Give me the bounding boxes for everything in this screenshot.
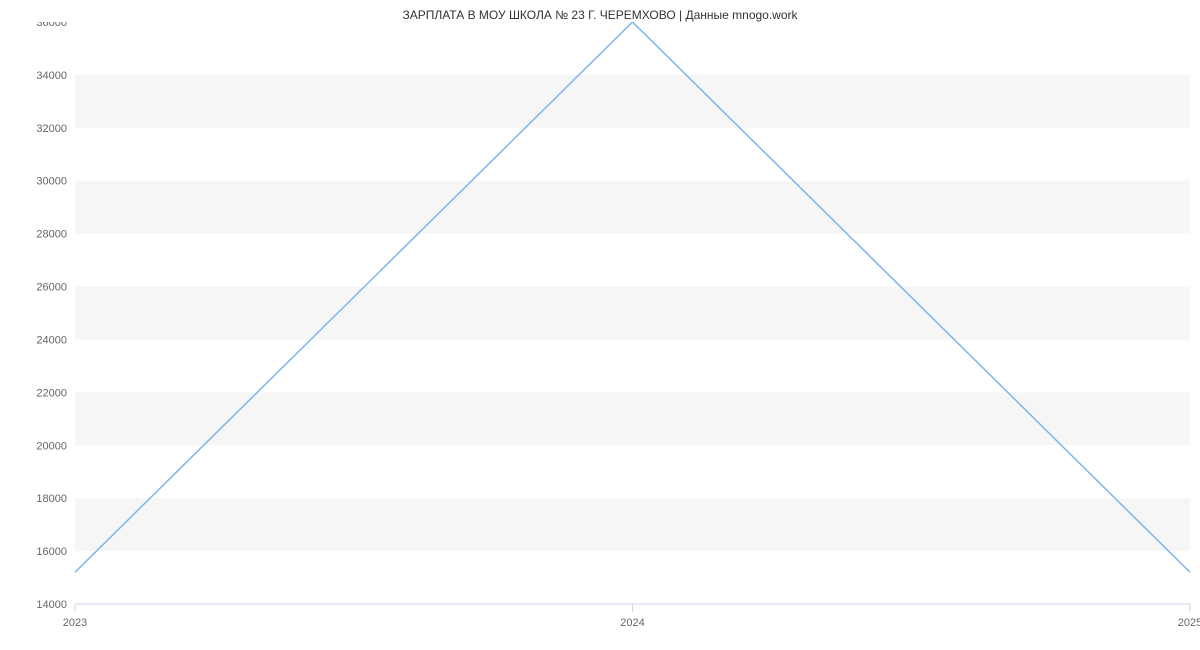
svg-text:24000: 24000 — [36, 334, 67, 346]
svg-text:20000: 20000 — [36, 440, 67, 452]
svg-text:16000: 16000 — [36, 546, 67, 558]
svg-text:26000: 26000 — [36, 282, 67, 294]
chart-title: ЗАРПЛАТА В МОУ ШКОЛА № 23 Г. ЧЕРЕМХОВО |… — [0, 0, 1200, 22]
svg-text:14000: 14000 — [36, 599, 67, 611]
svg-text:2024: 2024 — [620, 617, 644, 629]
svg-text:30000: 30000 — [36, 176, 67, 188]
chart-svg: 14000 16000 18000 20000 22000 24000 26000 28000… — [0, 22, 1200, 644]
svg-text:2023: 2023 — [63, 617, 87, 629]
svg-text:22000: 22000 — [36, 387, 67, 399]
svg-text:18000: 18000 — [36, 493, 67, 505]
salary-chart: ЗАРПЛАТА В МОУ ШКОЛА № 23 Г. ЧЕРЕМХОВО |… — [0, 0, 1200, 650]
svg-text:32000: 32000 — [36, 123, 67, 135]
svg-text:28000: 28000 — [36, 229, 67, 241]
svg-text:36000: 36000 — [36, 22, 67, 29]
svg-text:2025: 2025 — [1178, 617, 1200, 629]
svg-text:34000: 34000 — [36, 70, 67, 82]
